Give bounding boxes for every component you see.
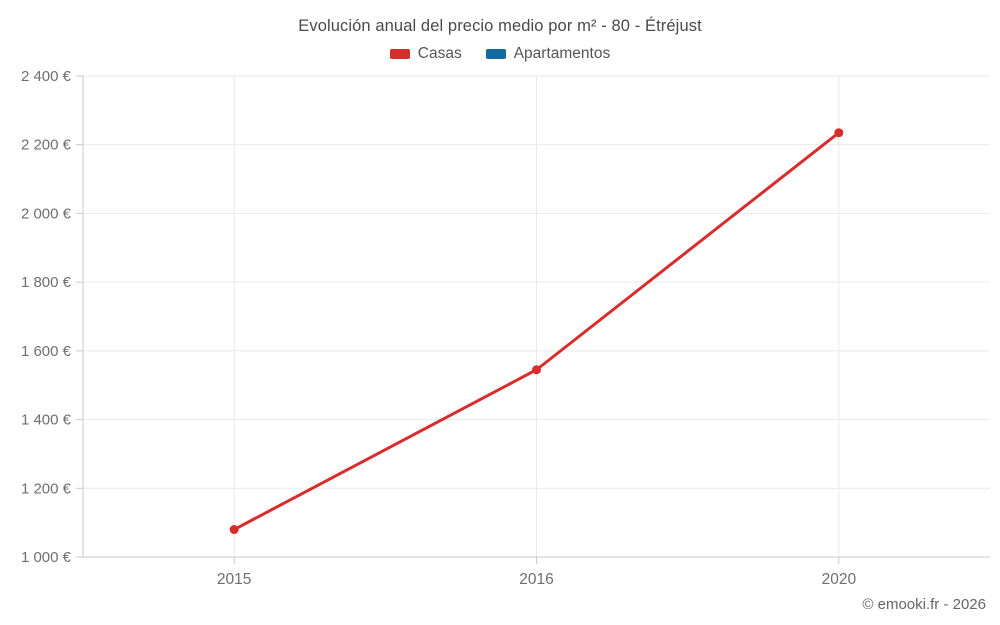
legend-swatch-casas-icon: [389, 49, 410, 59]
legend-label-apartamentos: Apartamentos: [513, 45, 611, 62]
copyright-footer: © emooki.fr - 2026: [862, 596, 986, 613]
y-tick-label: 1 000 €: [21, 549, 72, 566]
chart-legend: Casas Apartamentos: [0, 45, 1000, 63]
chart-title: Evolución anual del precio medio por m² …: [298, 17, 702, 35]
x-tick-label: 2020: [822, 571, 857, 588]
data-point[interactable]: [532, 365, 541, 375]
y-tick-label: 2 200 €: [21, 137, 72, 154]
data-point[interactable]: [229, 525, 239, 535]
y-tick-label: 2 000 €: [21, 205, 72, 222]
legend-item-apartamentos[interactable]: Apartamentos: [485, 45, 611, 63]
y-tick-label: 1 800 €: [21, 274, 72, 291]
x-tick-label: 2016: [519, 571, 553, 588]
y-tick-label: 1 600 €: [21, 343, 72, 360]
y-tick-label: 1 400 €: [21, 412, 72, 429]
legend-item-casas[interactable]: Casas: [389, 45, 462, 63]
legend-label-casas: Casas: [417, 45, 462, 62]
data-point[interactable]: [834, 128, 844, 138]
legend-swatch-apartamentos-icon: [485, 49, 506, 59]
x-tick-label: 2015: [217, 571, 251, 588]
y-tick-label: 1 200 €: [21, 480, 72, 497]
y-tick-label: 2 400 €: [21, 68, 72, 85]
